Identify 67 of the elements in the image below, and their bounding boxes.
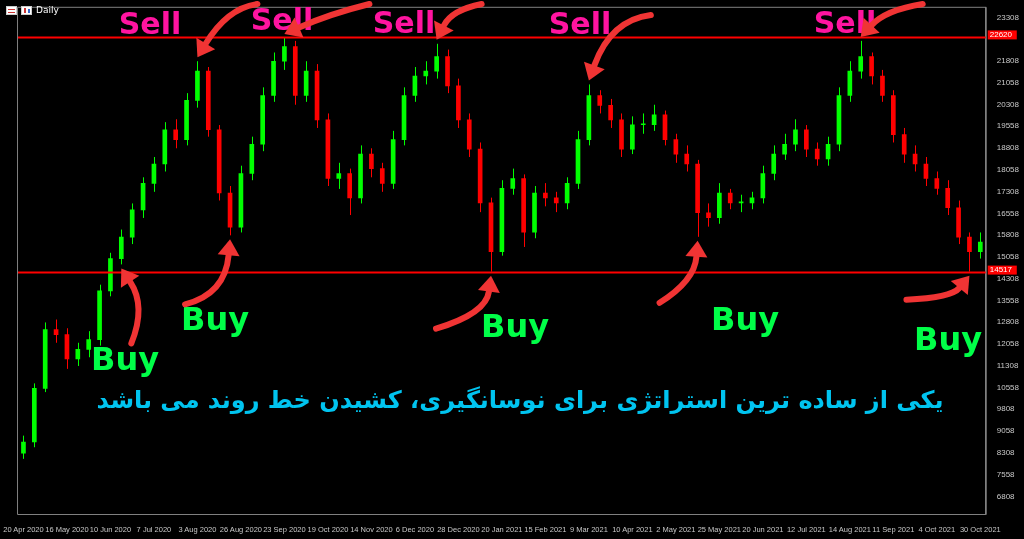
- y-tick-label: 20308: [996, 99, 1020, 109]
- candlestick: [434, 43, 439, 80]
- candlestick: [510, 168, 516, 196]
- candlestick: [804, 124, 809, 158]
- candlestick: [118, 229, 124, 265]
- candlestick: [793, 118, 798, 152]
- y-tick-label: 23308: [996, 12, 1020, 22]
- candlestick: [977, 231, 983, 260]
- y-tick-label: 17308: [996, 186, 1020, 196]
- y-tick-label: 15808: [996, 230, 1020, 240]
- candlestick: [814, 141, 820, 167]
- candlestick: [880, 69, 885, 103]
- candlestick: [858, 40, 864, 80]
- candlestick: [782, 133, 787, 161]
- y-tick-label: 7558: [996, 469, 1016, 479]
- annotation: Buy: [180, 300, 250, 338]
- candlestick: [86, 330, 92, 358]
- ref-line-label: 14517: [989, 265, 1013, 275]
- candlestick: [771, 144, 777, 181]
- candlestick: [553, 191, 559, 213]
- candlestick: [75, 342, 81, 367]
- y-tick-label: 9808: [996, 404, 1016, 414]
- candlestick: [640, 112, 646, 135]
- candlestick: [21, 435, 26, 460]
- y-tick-label: 10558: [996, 382, 1020, 392]
- y-tick-label: 18808: [996, 143, 1020, 153]
- candlestick: [336, 162, 342, 190]
- annotation: Buy: [710, 300, 780, 338]
- y-tick-label: 12808: [996, 317, 1020, 327]
- annotation: Buy: [90, 340, 160, 378]
- annotation: Buy: [913, 320, 983, 358]
- candlestick: [901, 127, 907, 164]
- y-tick-label: 14308: [996, 273, 1020, 283]
- candlestick: [379, 162, 385, 193]
- candlestick: [173, 118, 179, 149]
- y-tick-label: 16558: [996, 208, 1020, 218]
- y-tick-label: 6808: [996, 491, 1016, 501]
- candlestick: [869, 52, 874, 85]
- candlestick: [543, 182, 548, 207]
- y-tick-label: 12058: [996, 339, 1020, 349]
- candlestick: [53, 319, 59, 344]
- candlestick: [369, 147, 374, 178]
- candlestick: [945, 179, 951, 216]
- annotation: Sell: [548, 6, 612, 41]
- y-tick-label: 11308: [996, 360, 1019, 370]
- annotation: Sell: [372, 5, 436, 40]
- y-tick-label: 9058: [996, 426, 1016, 436]
- candlestick: [608, 98, 613, 129]
- y-tick-label: 19558: [996, 121, 1020, 131]
- y-tick-label: 15058: [996, 252, 1020, 262]
- candlestick: [282, 37, 287, 71]
- candlestick: [597, 89, 603, 114]
- y-tick-label: 18058: [996, 165, 1020, 175]
- annotation: Buy: [480, 307, 550, 345]
- y-tick-label: 21808: [996, 56, 1020, 66]
- ref-line-label: 22620: [989, 30, 1013, 40]
- candlestick: [684, 144, 690, 172]
- y-tick-label: 8308: [996, 448, 1016, 458]
- candlestick: [934, 171, 940, 196]
- candlestick: [706, 202, 711, 228]
- y-tick-label: 13558: [996, 295, 1020, 305]
- candlestick: [423, 60, 429, 85]
- chart-title: Daily: [36, 5, 60, 16]
- candlestick: [727, 188, 733, 210]
- annotation: یکی از ساده ترین استراتژی برای نوسانگیری، کشیدن خط روند می باشد: [96, 386, 944, 414]
- annotation: Sell: [118, 6, 182, 41]
- y-tick-label: 21058: [996, 77, 1020, 87]
